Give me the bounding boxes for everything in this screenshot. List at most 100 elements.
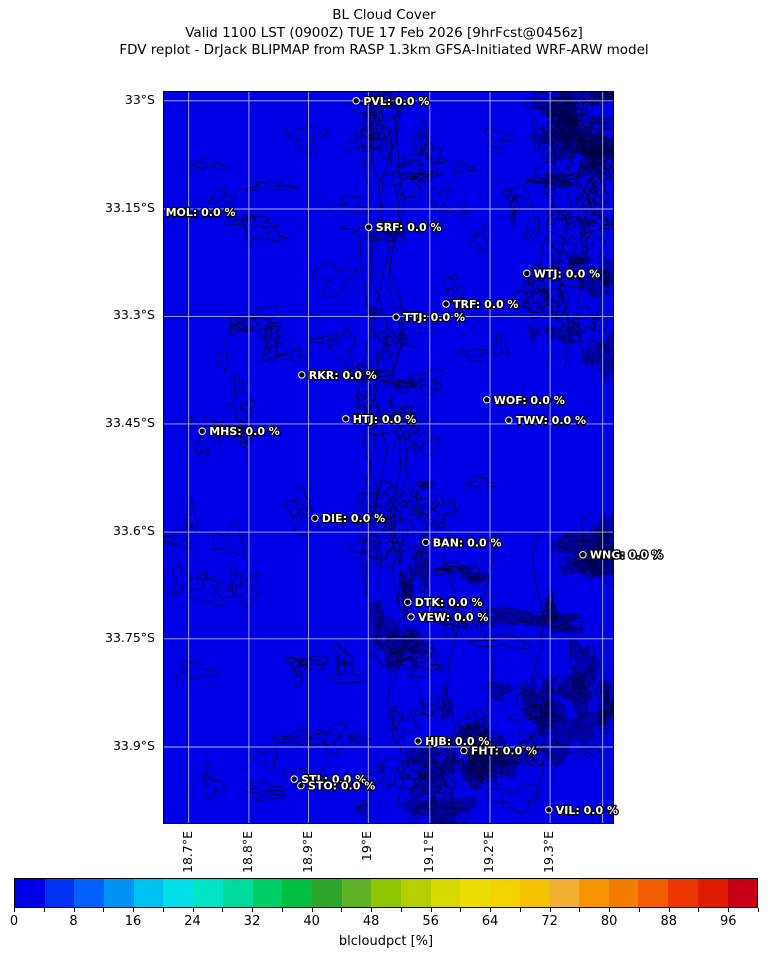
colorbar-tick-label: 0	[9, 914, 19, 929]
station-label-sto: STO: 0.0 %	[308, 780, 375, 793]
colorbar-tick	[162, 908, 164, 912]
title-block: BL Cloud Cover Valid 1100 LST (0900Z) TU…	[0, 7, 768, 60]
station-label-wof: WOF: 0.0 %	[494, 394, 565, 407]
colorbar-segment	[193, 879, 223, 907]
colorbar-tick-label: 48	[362, 914, 380, 929]
station-marker-trf	[442, 300, 450, 308]
map-svg: PVL: 0.0 % MOL: 0.0 % SRF: 0.0 % WTJ: 0.0 %…	[164, 92, 664, 823]
station-label-srf: SRF: 0.0 %	[376, 221, 442, 234]
colorbar-segment	[490, 879, 520, 907]
station-label-rkr: RKR: 0.0 %	[309, 369, 377, 382]
colorbar-segment	[400, 879, 431, 907]
colorbar-tick	[281, 908, 283, 912]
colorbar-tick-label: 64	[481, 914, 499, 929]
station-marker-vew	[407, 613, 415, 621]
colorbar-segment	[727, 879, 758, 907]
colorbar-tick	[609, 908, 611, 912]
colorbar-tick	[73, 908, 75, 912]
station-marker-vil	[545, 806, 553, 814]
colorbar-segment	[430, 879, 461, 907]
station-label-hjb: HJB: 0.0 %	[425, 735, 489, 748]
colorbar-tick-label: 8	[69, 914, 78, 929]
plot-title: BL Cloud Cover	[332, 7, 436, 23]
station-label-dtk: DTK: 0.0 %	[415, 596, 483, 609]
y-tick-label: 33.3°S	[112, 307, 155, 323]
colorbar-segment	[341, 879, 372, 907]
map-clipped-layers	[155, 92, 613, 823]
station-marker-wof	[483, 396, 491, 404]
colorbar-tick	[341, 908, 343, 912]
colorbar-segment	[163, 879, 194, 907]
colorbar-tick	[43, 908, 45, 912]
colorbar-tick	[192, 908, 194, 912]
colorbar-tick-label: 96	[719, 914, 737, 929]
colorbar-segment	[104, 879, 134, 907]
station-marker-dtk	[404, 598, 412, 606]
station-label-ban: BAN: 0.0 %	[433, 536, 502, 549]
y-tick-label: 33.75°S	[105, 629, 155, 645]
plot-model-line: FDV replot - DrJack BLIPMAP from RASP 1.…	[119, 42, 649, 58]
colorbar-segment	[74, 879, 105, 907]
colorbar-segment	[222, 879, 253, 907]
station-label-die: DIE: 0.0 %	[322, 512, 385, 525]
colorbar-tick	[103, 908, 105, 912]
colorbar-tick	[400, 908, 402, 912]
colorbar-segment	[133, 879, 164, 907]
colorbar-segment	[44, 879, 75, 907]
station-marker-pvl	[352, 97, 360, 105]
colorbar-segment	[311, 879, 342, 907]
contour-layer	[164, 92, 613, 823]
station-marker-rkr	[298, 371, 306, 379]
station-label-vew: VEW: 0.0 %	[418, 611, 488, 624]
colorbar-tick	[460, 908, 462, 912]
y-tick-label: 33.9°S	[112, 737, 155, 753]
colorbar-tick-label: 32	[243, 914, 261, 929]
station-marker-mol	[155, 209, 161, 215]
colorbar-tick	[638, 908, 640, 912]
colorbar-tick-label: 72	[541, 914, 558, 929]
station-marker-mhs	[198, 427, 206, 435]
station-marker-ttj	[392, 313, 400, 321]
station-label-ttj: TTJ: 0.0 %	[403, 311, 465, 324]
colorbar-tick	[579, 908, 581, 912]
colorbar-tick	[371, 908, 373, 912]
colorbar-segment	[697, 879, 728, 907]
station-marker-wng	[579, 551, 587, 559]
colorbar-segment	[668, 879, 698, 907]
station-label-pvl: PVL: 0.0 %	[363, 95, 429, 108]
colorbar-segment	[549, 879, 580, 907]
colorbar-segment	[460, 879, 490, 907]
colorbar-tick	[222, 908, 224, 912]
station-marker-ban	[422, 538, 430, 546]
colorbar-tick	[668, 908, 670, 912]
colorbar-tick	[490, 908, 492, 912]
colorbar-segment	[608, 879, 639, 907]
colorbar	[14, 878, 758, 908]
colorbar-tick-label: 80	[600, 914, 618, 929]
colorbar-tick-label: 24	[184, 914, 201, 929]
station-label-htj: HTJ: 0.0 %	[353, 413, 416, 426]
station-label-mhs: MHS: 0.0 %	[209, 425, 280, 438]
grid-layer	[164, 92, 613, 823]
colorbar-tick	[430, 908, 432, 912]
colorbar-segment	[638, 879, 669, 907]
station-label-trf: TRF: 0.0 %	[453, 298, 518, 311]
colorbar-tick-label: 16	[124, 914, 142, 929]
x-tick-label: 19.3°E	[541, 831, 557, 873]
colorbar-segment	[282, 879, 312, 907]
colorbar-segment	[519, 879, 550, 907]
station-marker-htj	[342, 415, 350, 423]
station-label-twv: TWV: 0.0 %	[516, 414, 586, 427]
colorbar-tick	[519, 908, 521, 912]
station-label-fht: FHT: 0.0 %	[471, 745, 537, 758]
station-label-stl: STL: 0.0 %	[301, 773, 366, 786]
station-label-mol: MOL: 0.0 %	[166, 206, 236, 219]
station-marker-fht	[460, 746, 468, 755]
colorbar-tick	[14, 908, 15, 912]
x-tick-label: 19.2°E	[480, 831, 496, 873]
station-marker-wtj	[523, 269, 531, 278]
colorbar-tick	[698, 908, 700, 912]
x-tick-label: 19.1°E	[420, 831, 436, 873]
station-marker-twv	[505, 416, 513, 424]
